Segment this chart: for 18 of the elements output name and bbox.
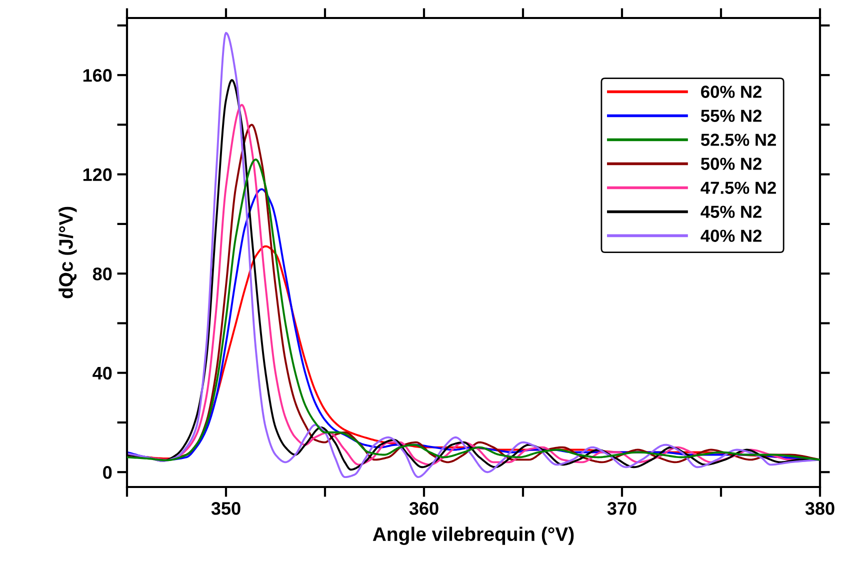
legend-label: 40% N2	[700, 230, 762, 242]
y-tick-label: 160	[83, 69, 112, 82]
y-tick-label: 40	[92, 366, 112, 380]
legend-label: 47.5% N2	[700, 182, 776, 194]
legend-label: 55% N2	[700, 110, 762, 122]
y-tick-label: 0	[103, 466, 112, 479]
y-tick-label: 120	[83, 168, 112, 182]
legend-label: 45% N2	[700, 206, 762, 218]
x-tick-label: 380	[805, 502, 834, 515]
legend-label: 50% N2	[700, 158, 762, 170]
x-tick-label: 370	[607, 502, 636, 515]
x-axis-title: Angle vilebrequin (°V)	[372, 526, 574, 545]
y-axis-title: dQc (J/°V)	[58, 206, 77, 298]
x-tick-label: 350	[211, 502, 240, 515]
y-tick-label: 80	[92, 268, 112, 280]
legend-label: 52.5% N2	[700, 134, 776, 146]
x-tick-label: 360	[409, 502, 438, 515]
legend-label: 60% N2	[701, 86, 762, 98]
